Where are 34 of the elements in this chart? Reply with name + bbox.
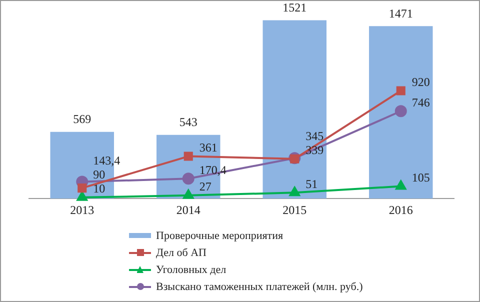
point: [289, 186, 300, 196]
data-label: 170,4: [199, 162, 226, 177]
data-label: 27: [199, 180, 212, 194]
bar: [369, 26, 433, 199]
data-label: 345: [306, 129, 324, 144]
data-label: 1471: [388, 6, 413, 20]
data-label: 90: [93, 168, 106, 182]
legend-label: Уголовных дел: [156, 264, 226, 276]
data-label: 10: [93, 182, 106, 196]
data-label: 920: [412, 74, 430, 89]
point: [183, 189, 194, 199]
data-label: 569: [73, 112, 92, 126]
legend-label: Взыскано таможенных платежей (млн. руб.): [156, 280, 363, 292]
point: [76, 191, 88, 201]
data-label: 51: [306, 176, 318, 191]
data-label: 1521: [282, 0, 307, 14]
data-label: 543: [179, 115, 198, 130]
point: [184, 152, 193, 161]
legend-label: Дел об АП: [156, 246, 206, 258]
x-tick-label: 2013: [70, 202, 94, 217]
point: [396, 180, 406, 190]
point: [78, 184, 87, 193]
data-label: 361: [199, 140, 218, 154]
data-label: 105: [412, 170, 430, 184]
legend-label: Проверочные мероприятия: [156, 230, 284, 242]
point: [394, 105, 407, 118]
x-tick-label: 2015: [282, 202, 307, 217]
data-label: 746: [412, 95, 430, 110]
data-label: 339: [306, 143, 324, 158]
point: [396, 86, 406, 96]
x-tick-label: 2014: [176, 202, 200, 217]
point: [182, 172, 194, 185]
x-tick-label: 2016: [388, 202, 413, 217]
bar: [262, 20, 326, 199]
